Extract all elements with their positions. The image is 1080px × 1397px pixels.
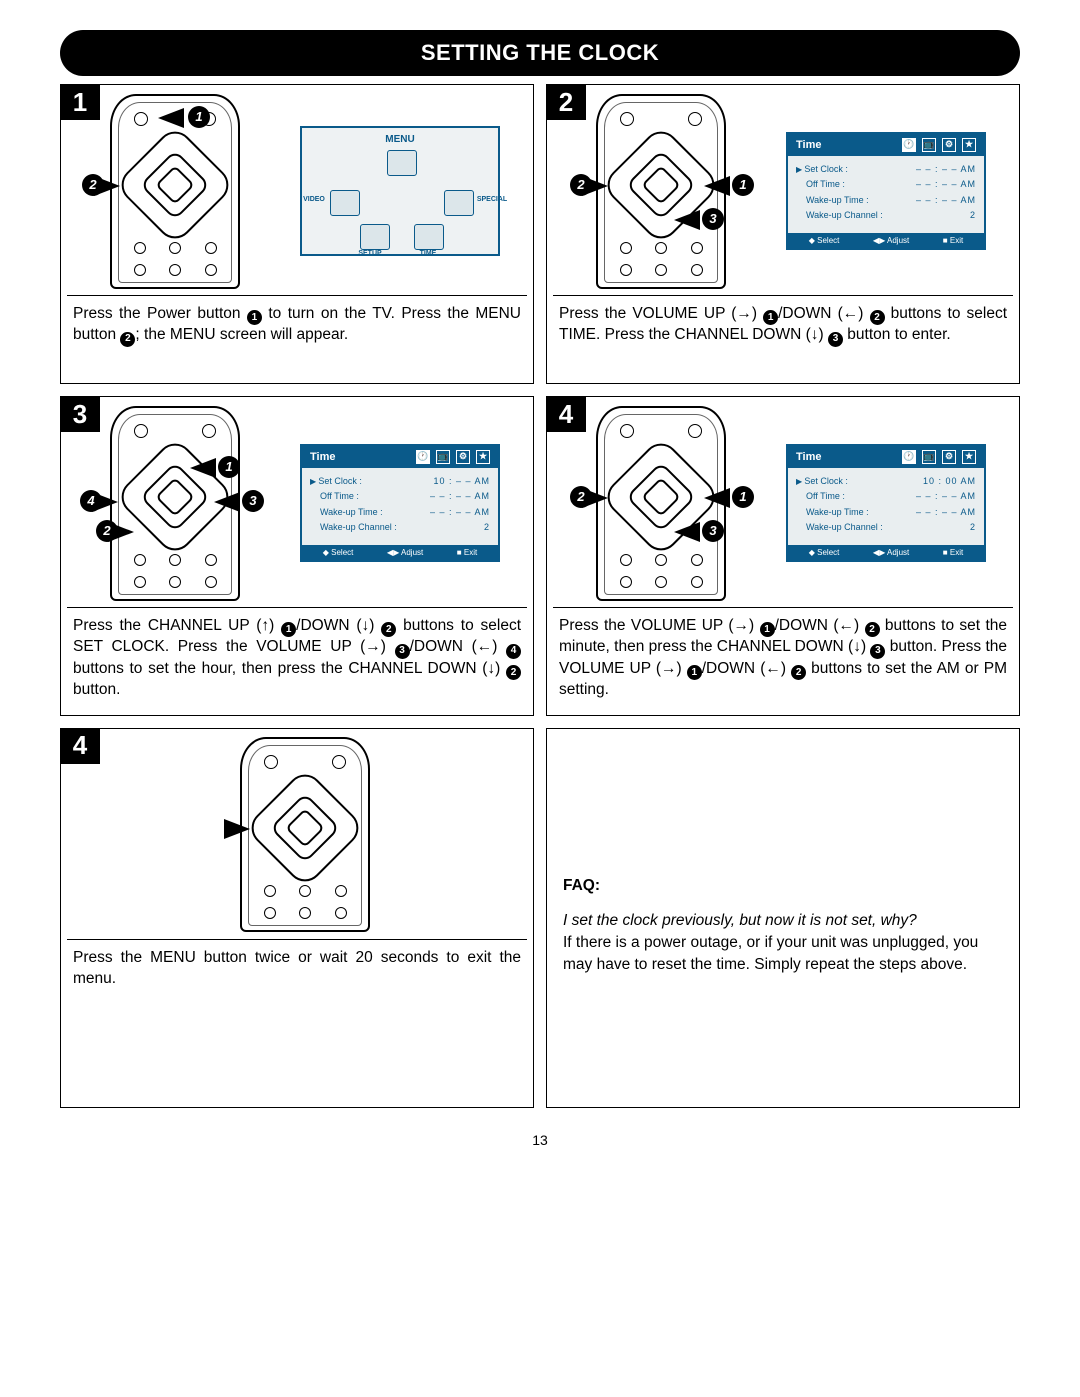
step-3-panel: 3 1 2 3 4 Time 🕐📺⚙★ Se [60,396,534,716]
step-1-caption: Press the Power button 1 to turn on the … [67,295,527,355]
steps-grid: 1 1 2 MENU VIDEO SPECIAL SE [60,84,1020,1108]
callout-3: 3 [702,208,724,230]
faq-panel: FAQ: I set the clock previously, but now… [546,728,1020,1108]
time-osd-3: Time 🕐📺⚙★ Set Clock :10 : – – AM Off Tim… [300,444,500,562]
callout-3: 3 [242,490,264,512]
callout-1: 1 [188,106,210,128]
osd-title: Time [796,139,821,151]
step-1-number: 1 [60,84,100,120]
menu-time: TIME [408,250,448,257]
step-4-caption: Press the VOLUME UP (→) 1/DOWN (←) 2 but… [553,607,1013,709]
menu-special: SPECIAL [472,196,512,203]
step-3-number: 3 [60,396,100,432]
step-4-panel: 4 1 2 3 Time 🕐📺⚙★ Set Clock :10 : 00 [546,396,1020,716]
step-2-caption: Press the VOLUME UP (→) 1/DOWN (←) 2 but… [553,295,1013,355]
menu-screen: MENU VIDEO SPECIAL SETUP TIME [300,126,500,256]
step-1-panel: 1 1 2 MENU VIDEO SPECIAL SE [60,84,534,384]
step-5-caption: Press the MENU button twice or wait 20 s… [67,939,527,998]
remote-step-5 [240,737,370,932]
time-osd-2: Time 🕐📺⚙★ Set Clock :– – : – – AM Off Ti… [786,132,986,250]
step-5-number: 4 [60,728,100,764]
step-2-number: 2 [546,84,586,120]
callout-3: 3 [702,520,724,542]
callout-2: 2 [570,174,592,196]
callout-4: 4 [80,490,102,512]
faq-answer: If there is a power outage, or if your u… [563,932,1003,975]
page-title: SETTING THE CLOCK [60,30,1020,76]
menu-setup: SETUP [350,250,390,257]
callout-1: 1 [218,456,240,478]
page-number: 13 [60,1132,1020,1148]
step-5-panel: 4 Press the MENU button twice or wait 20… [60,728,534,1108]
faq-heading: FAQ: [563,875,1003,897]
step-4-number: 4 [546,396,586,432]
menu-title: MENU [302,134,498,145]
remote-step-4: 1 2 3 [596,406,726,601]
menu-video: VIDEO [294,196,334,203]
step-3-caption: Press the CHANNEL UP (↑) 1/DOWN (↓) 2 bu… [67,607,527,709]
callout-2: 2 [82,174,104,196]
time-osd-4: Time 🕐📺⚙★ Set Clock :10 : 00 AM Off Time… [786,444,986,562]
callout-1: 1 [732,174,754,196]
remote-step-3: 1 2 3 4 [110,406,240,601]
callout-2: 2 [570,486,592,508]
callout-1: 1 [732,486,754,508]
remote-step-1: 1 2 [110,94,240,289]
step-2-panel: 2 1 2 3 Time 🕐📺⚙★ Set Clock :– – : – – [546,84,1020,384]
faq-question: I set the clock previously, but now it i… [563,910,1003,932]
remote-step-2: 1 2 3 [596,94,726,289]
callout-2: 2 [96,520,118,542]
